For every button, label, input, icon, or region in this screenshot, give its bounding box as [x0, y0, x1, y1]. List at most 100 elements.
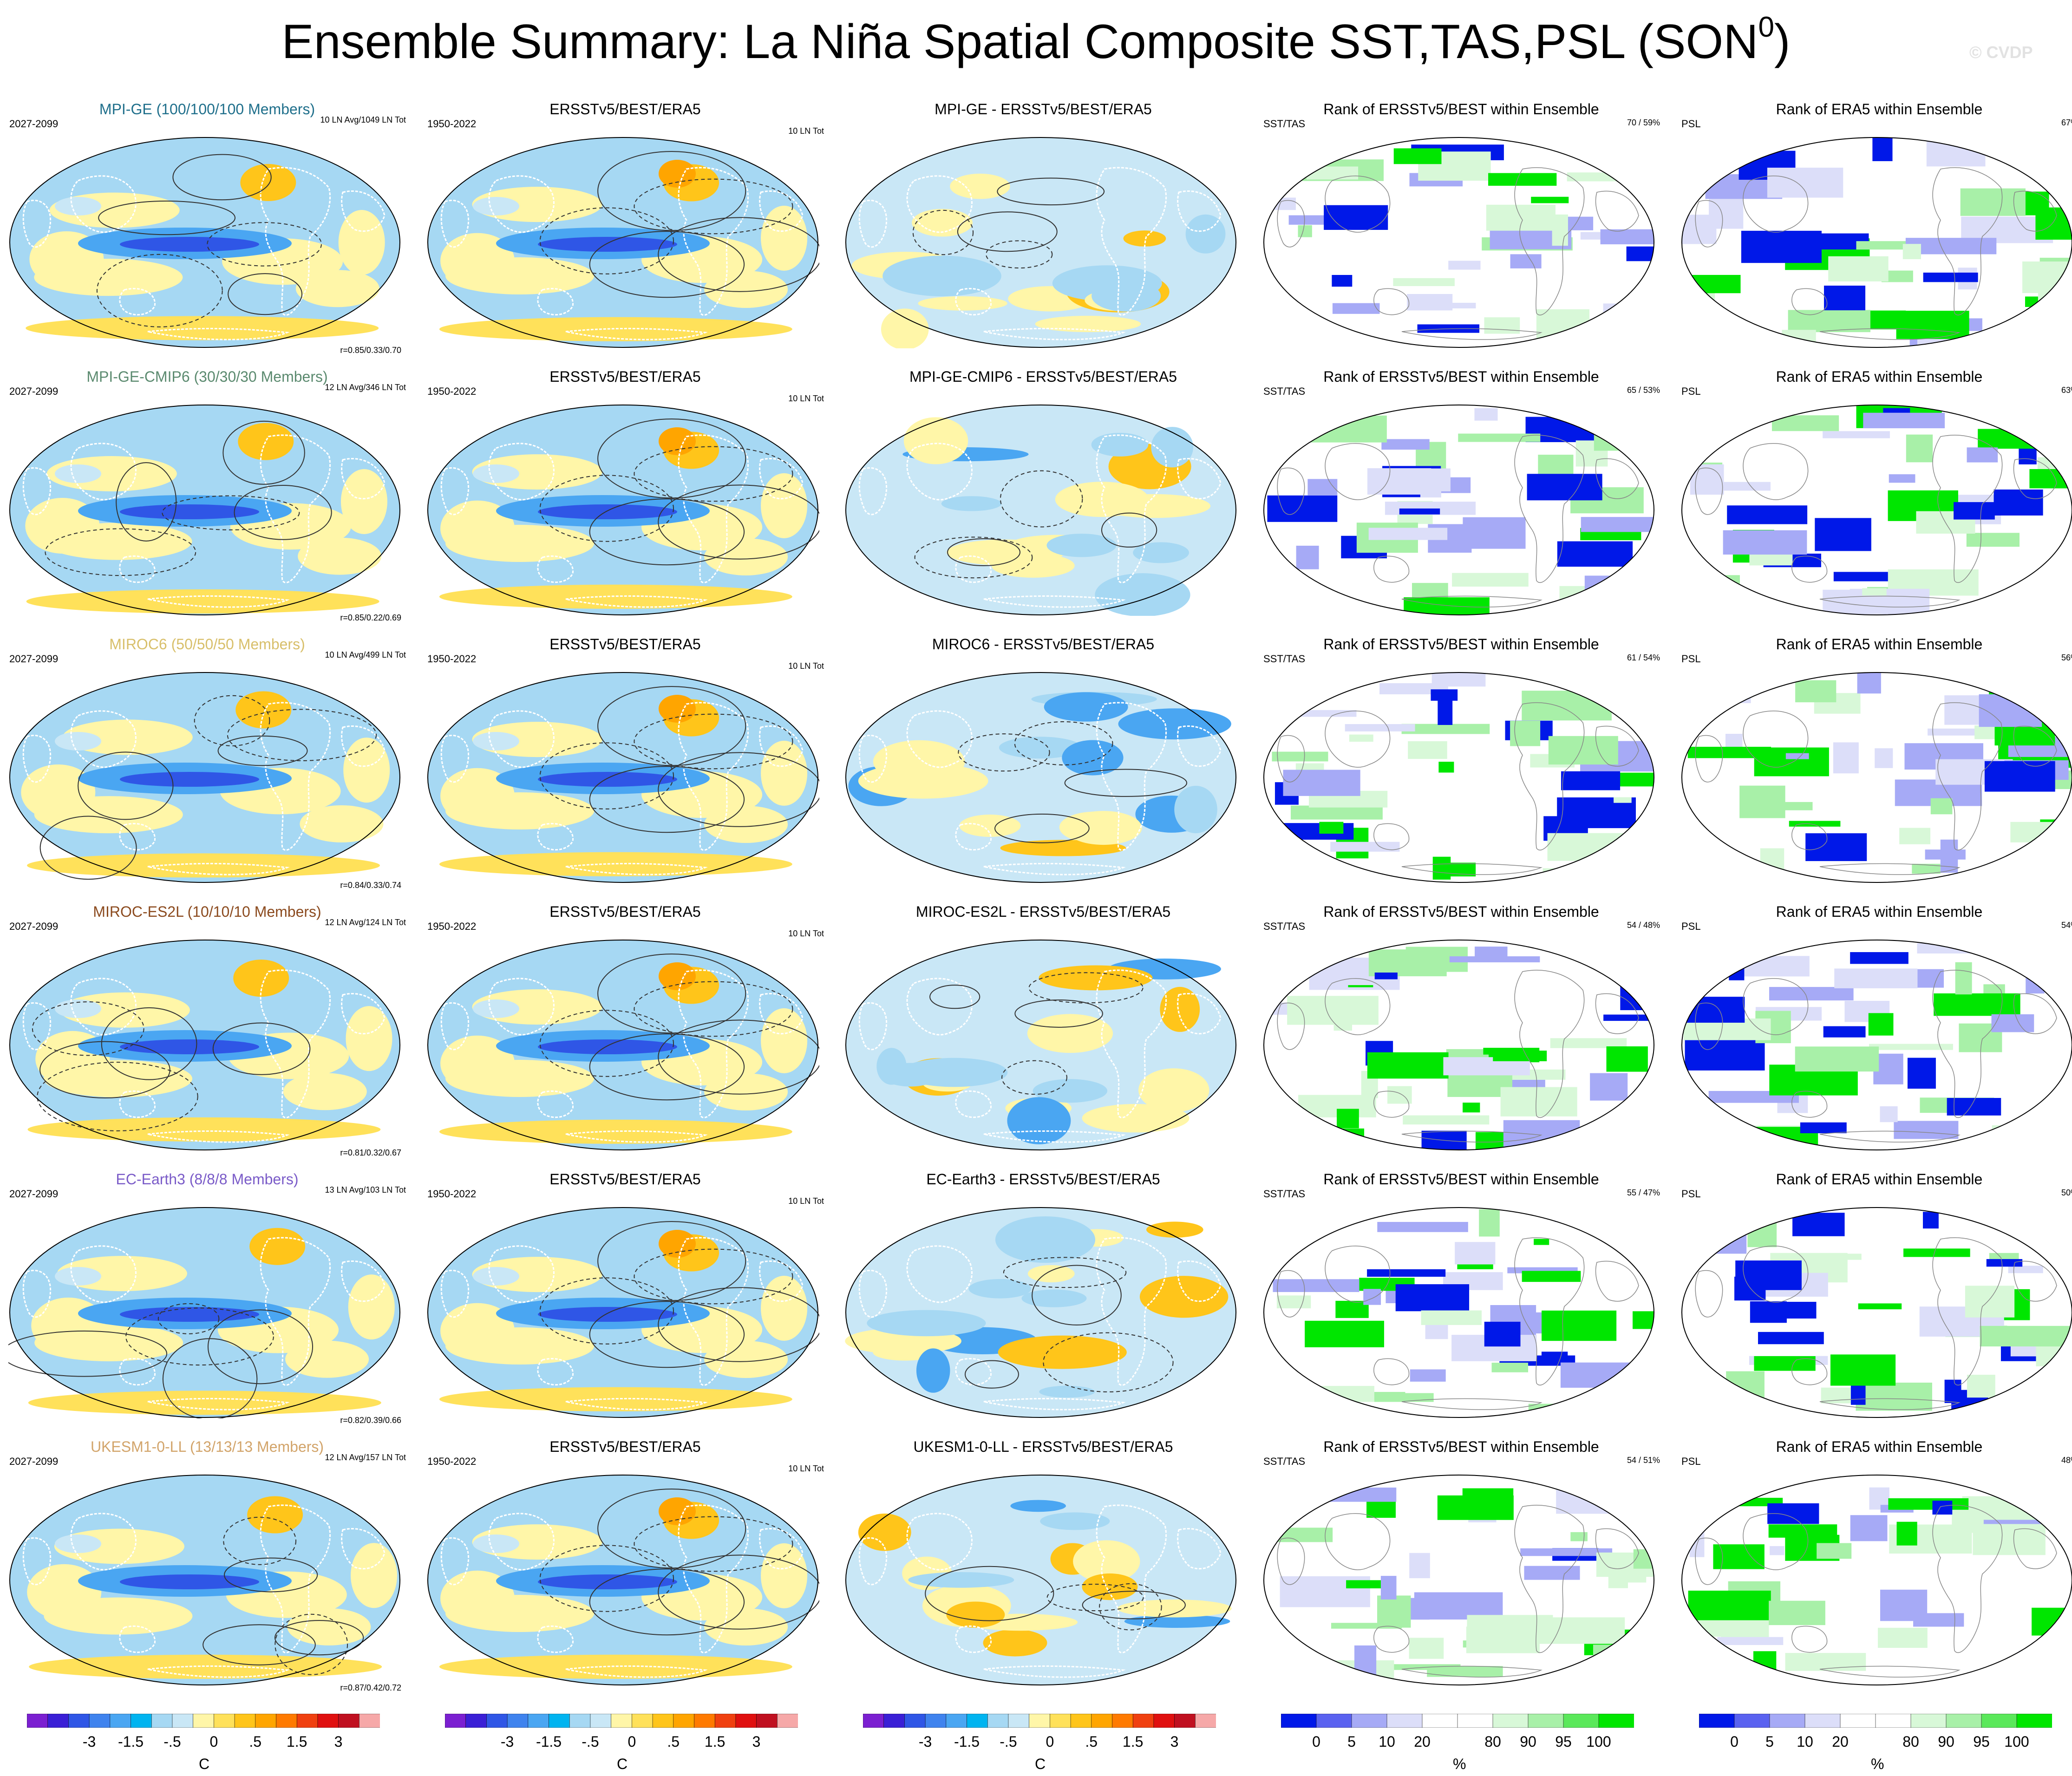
coastline	[147, 595, 290, 608]
rank-high	[1333, 998, 1353, 1031]
colorbar-swatch	[465, 1714, 487, 1728]
rank-high	[1604, 863, 1654, 875]
psl-contour	[1000, 470, 1083, 528]
coastline	[858, 199, 888, 248]
coastline	[1595, 725, 1639, 767]
rank-low	[1689, 1528, 1705, 1557]
temperature-colorbar-1: -3 -1.5 -.5 0 .5 1.5 3 C	[27, 1714, 380, 1772]
colorbar-swatches	[1699, 1714, 2052, 1728]
coastline	[759, 1260, 804, 1302]
psl-contour	[634, 1248, 793, 1305]
model-panel: UKESM1-0-LL (13/13/13 Members) 2027-2099 1…	[0, 1435, 414, 1703]
difference-title: MIROC-ES2L - ERSSTv5/BEST/ERA5	[915, 903, 1171, 920]
anomaly-cold	[916, 1348, 950, 1393]
colorbar-tick: 100	[1586, 1733, 1611, 1750]
model-panel: MPI-GE (100/100/100 Members) 2027-2099 10 …	[0, 98, 414, 365]
rank-low	[1274, 330, 1327, 347]
anomaly-warm	[659, 695, 696, 723]
rank-high	[1427, 1666, 1503, 1677]
coastline	[678, 1504, 749, 1653]
diff-map	[844, 137, 1237, 350]
rank-high	[1817, 1543, 1852, 1559]
coastline	[1743, 1246, 1809, 1303]
psl-contour	[1001, 1060, 1067, 1095]
anomaly-cold	[1010, 1500, 1066, 1512]
rank-map	[1262, 939, 1655, 1151]
colorbar-swatch	[714, 1714, 736, 1728]
anomaly-cold	[55, 1534, 101, 1553]
rank-high	[1769, 1600, 1825, 1626]
rank-low	[1823, 1026, 1866, 1038]
anomaly-cold	[538, 772, 677, 787]
anomaly-cold	[120, 1574, 259, 1589]
coastline	[955, 1358, 992, 1386]
rank-low	[1850, 952, 1909, 964]
colorbar-swatch	[1875, 1714, 1911, 1728]
colorbar-swatch	[694, 1714, 715, 1728]
colorbar-swatch	[1316, 1714, 1352, 1728]
anomaly-warm	[959, 814, 1021, 837]
rank-low	[1769, 987, 1854, 1001]
model-panel: MIROC6 (50/50/50 Members) 2027-2099 10 LN …	[0, 633, 414, 900]
map-svg	[427, 672, 822, 883]
map-border	[1681, 672, 2072, 883]
rank-high	[1739, 785, 1785, 818]
psl-rank-percent: 67%	[2061, 118, 2072, 127]
rank-low	[1380, 1576, 1397, 1600]
coastline	[565, 1397, 708, 1410]
rank-low	[1800, 1122, 1847, 1133]
colorbar-swatch	[1386, 1714, 1423, 1728]
colorbar-unit: %	[1453, 1756, 1466, 1772]
anomaly-warm	[1027, 1265, 1075, 1283]
coastline	[759, 457, 804, 500]
psl-panel: Rank of ERA5 within Ensemble PSL 54%	[1672, 900, 2072, 1168]
event-count: 10 LN Avg/1049 LN Tot	[320, 115, 406, 124]
coastline	[147, 1397, 290, 1410]
coastline	[1819, 1665, 1961, 1678]
anomaly-cold	[1046, 534, 1117, 557]
rank-low	[1624, 157, 1654, 181]
colorbar-swatch	[1112, 1714, 1133, 1728]
coastline	[70, 1245, 137, 1303]
rank-low	[1701, 1656, 1746, 1685]
psl-contour	[589, 1033, 745, 1101]
coastline	[1177, 992, 1222, 1035]
map-svg	[845, 1207, 1236, 1418]
colorbar-tick: 0	[209, 1733, 218, 1750]
model-panel: MIROC-ES2L (10/10/10 Members) 2027-2099 12…	[0, 900, 414, 1168]
obs-title: ERSSTv5/BEST/ERA5	[549, 1438, 701, 1455]
coastline	[537, 1625, 574, 1653]
coastline	[2013, 1528, 2057, 1569]
anomaly-warm	[918, 296, 1007, 311]
rank-low	[1889, 474, 1915, 483]
coastline	[1791, 555, 1828, 583]
anomaly-cold	[1095, 573, 1190, 617]
coastline	[1373, 823, 1410, 850]
rank-high	[1728, 1664, 1770, 1677]
anomaly-warm	[998, 1335, 1127, 1369]
coastline	[1695, 735, 1723, 783]
coastline	[1595, 1528, 1639, 1569]
coastline	[1096, 969, 1167, 1118]
anomaly-warm	[440, 1570, 515, 1626]
colorbar-swatch	[590, 1714, 612, 1728]
anomaly-cold	[1091, 432, 1149, 457]
rank-percent: 55 / 47%	[1627, 1188, 1660, 1197]
rank-high	[1536, 309, 1590, 341]
coastline	[2013, 1260, 2057, 1302]
rank-low	[1581, 517, 1654, 532]
rank-map	[1262, 672, 1655, 883]
coastline	[858, 467, 888, 516]
anomaly-warm	[761, 473, 808, 538]
coastline	[488, 175, 555, 233]
coastline	[1695, 1537, 1723, 1585]
colorbar-swatch	[925, 1714, 947, 1728]
obs-title: ERSSTv5/BEST/ERA5	[549, 101, 701, 118]
colorbar-swatch	[1422, 1714, 1458, 1728]
map-svg	[1681, 137, 2072, 348]
event-count: 10 LN Tot	[788, 394, 824, 403]
coastline	[1096, 1237, 1167, 1386]
rank-low	[1863, 412, 1945, 429]
rank-low	[1833, 742, 1859, 774]
coastline	[70, 710, 137, 768]
